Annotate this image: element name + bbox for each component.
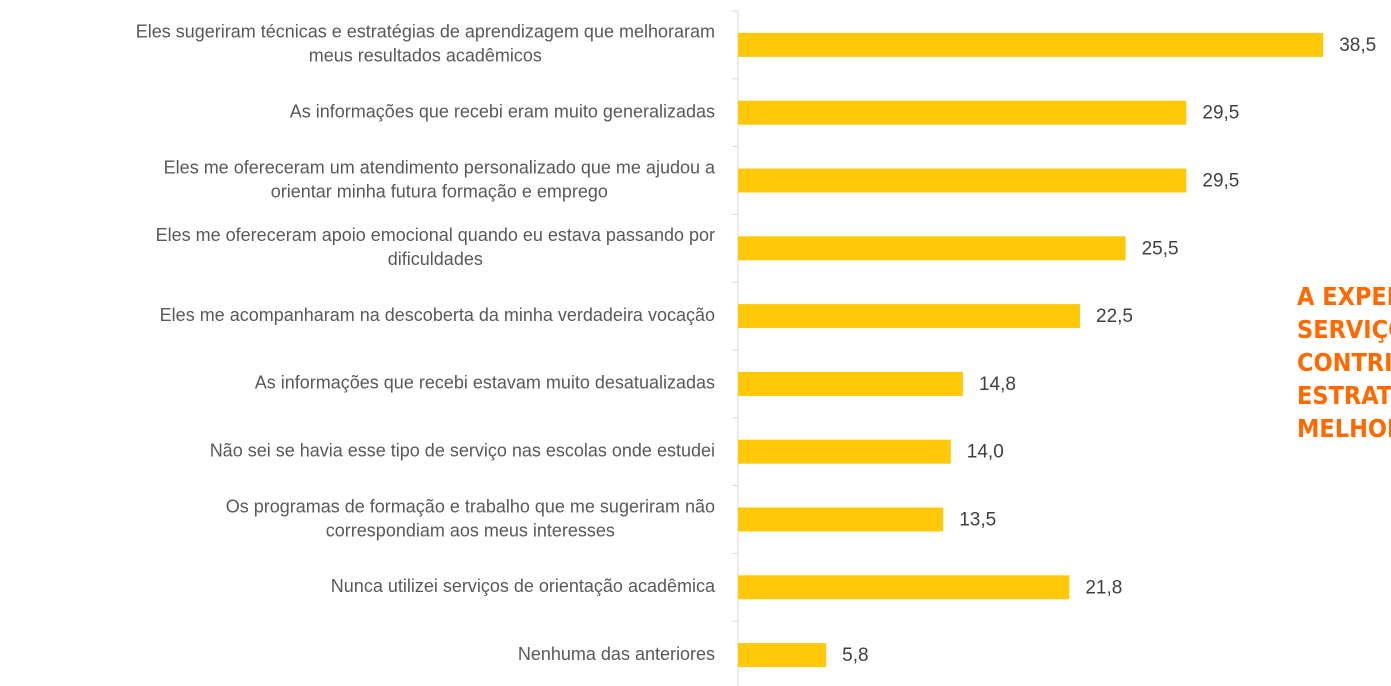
category-label: Nunca utilizei serviços de orientação ac…	[331, 576, 716, 596]
category-label: Não sei se havia esse tipo de serviço na…	[210, 440, 715, 460]
bar	[738, 507, 944, 532]
bar	[738, 371, 963, 396]
bar	[738, 439, 951, 464]
bar	[738, 575, 1070, 600]
value-label: 25,5	[1142, 238, 1179, 259]
category-label: orientar minha futura formação e emprego	[271, 181, 608, 201]
category-label: Os programas de formação e trabalho que …	[226, 496, 715, 516]
bar	[738, 304, 1080, 329]
value-label: 38,5	[1339, 35, 1376, 56]
category-label: Eles me ofereceram um atendimento person…	[164, 157, 716, 177]
category-label: Eles sugeriram técnicas e estratégias de…	[136, 22, 715, 42]
category-label: As informações que recebi estavam muito …	[255, 373, 715, 393]
bar	[738, 32, 1324, 57]
annotation: MELHORAI	[1297, 414, 1391, 443]
category-label: meus resultados acadêmicos	[309, 46, 542, 66]
bar	[738, 168, 1187, 193]
annotation: CONTRIBU	[1297, 348, 1391, 377]
value-label: 14,8	[979, 374, 1016, 395]
annotation: SERVIÇOS	[1297, 315, 1391, 344]
bar	[738, 643, 827, 668]
value-label: 29,5	[1202, 103, 1239, 124]
category-label: correspondiam aos meus interesses	[326, 520, 615, 540]
category-label: As informações que recebi eram muito gen…	[290, 101, 715, 121]
bar	[738, 236, 1126, 261]
value-label: 29,5	[1202, 171, 1239, 192]
category-label: dificuldades	[388, 249, 483, 269]
annotation: ESTRATÉG	[1297, 381, 1391, 410]
value-label: 22,5	[1096, 306, 1133, 327]
annotation: A EXPERI	[1297, 282, 1391, 311]
category-label: Eles me acompanharam na descoberta da mi…	[160, 305, 715, 325]
bar	[738, 100, 1187, 125]
category-label: Eles me ofereceram apoio emocional quand…	[156, 225, 715, 245]
value-label: 13,5	[959, 510, 996, 531]
value-label: 5,8	[842, 645, 868, 666]
value-label: 21,8	[1085, 577, 1122, 598]
category-label: Nenhuma das anteriores	[518, 644, 715, 664]
value-label: 14,0	[967, 442, 1004, 463]
